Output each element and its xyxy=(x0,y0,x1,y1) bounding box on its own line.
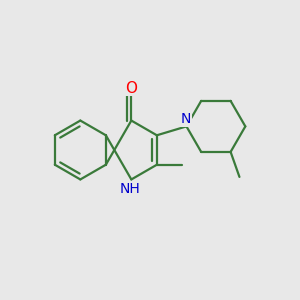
Text: NH: NH xyxy=(119,182,140,196)
Text: N: N xyxy=(181,112,191,126)
Text: O: O xyxy=(125,81,137,96)
